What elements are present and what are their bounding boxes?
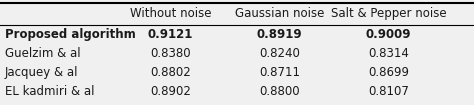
Text: 0.8107: 0.8107 <box>368 85 409 98</box>
Text: 0.8240: 0.8240 <box>259 47 300 60</box>
Text: 0.8699: 0.8699 <box>368 66 409 79</box>
Text: 0.9009: 0.9009 <box>366 28 411 41</box>
Text: 0.8800: 0.8800 <box>259 85 300 98</box>
Text: Gaussian noise: Gaussian noise <box>235 7 324 20</box>
Text: 0.8919: 0.8919 <box>257 28 302 41</box>
Text: 0.8902: 0.8902 <box>150 85 191 98</box>
Text: EL kadmiri & al: EL kadmiri & al <box>5 85 94 98</box>
Text: 0.9121: 0.9121 <box>148 28 193 41</box>
Text: Jacquey & al: Jacquey & al <box>5 66 78 79</box>
Text: Without noise: Without noise <box>130 7 211 20</box>
Text: Salt & Pepper noise: Salt & Pepper noise <box>331 7 447 20</box>
Text: Proposed algorithm: Proposed algorithm <box>5 28 136 41</box>
Text: 0.8802: 0.8802 <box>150 66 191 79</box>
Text: Guelzim & al: Guelzim & al <box>5 47 81 60</box>
Text: 0.8314: 0.8314 <box>368 47 409 60</box>
Text: 0.8380: 0.8380 <box>150 47 191 60</box>
Text: 0.8711: 0.8711 <box>259 66 300 79</box>
